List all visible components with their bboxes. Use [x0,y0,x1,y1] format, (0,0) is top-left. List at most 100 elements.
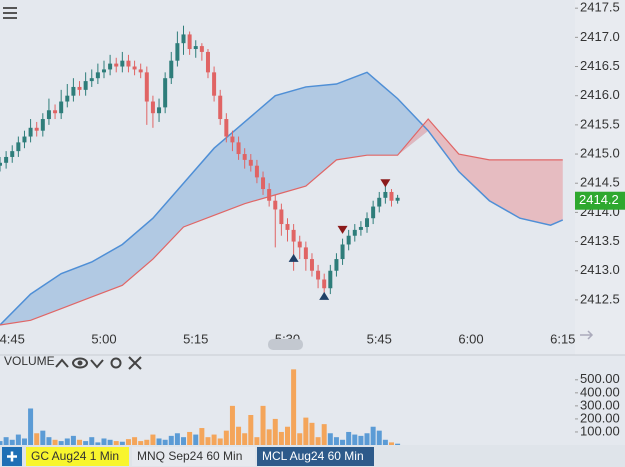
volume-bar [101,438,107,445]
volume-bar [315,437,321,445]
volume-bar [395,443,401,445]
volume-bar [370,426,376,445]
candle-body [303,247,308,260]
volume-bar [193,434,199,445]
menu-icon[interactable] [3,7,17,19]
x-tick-label: 5:15 [183,331,208,346]
candle-body [181,34,186,44]
tab[interactable] [26,447,129,466]
tab-label[interactable]: MNQ Sep24 60 Min [137,449,242,463]
volume-bar [352,434,358,445]
candle-body [218,95,223,120]
volume-bar [297,433,303,445]
volume-bar [340,439,346,445]
candle-body [377,197,382,207]
volume-bar [236,426,242,445]
volume-bar [58,441,64,445]
candle-body [46,110,51,120]
volume-bar [346,431,352,445]
volume-bar [113,441,119,445]
volume-tick-label: 500.00 [580,371,620,386]
volume-bar [181,437,187,445]
volume-bar [107,439,113,445]
volume-bar [52,439,58,445]
candle-body [187,34,192,50]
candle-body [267,189,272,201]
candle-body [114,63,119,67]
candle-body [108,63,113,70]
tab[interactable] [132,447,255,466]
volume-bar [162,439,168,445]
candle-body [10,151,15,157]
candle-body [163,78,168,108]
x-tick-label: 5:45 [367,331,392,346]
y-tick-label: 2415.5 [580,116,620,131]
volume-bar [358,435,364,445]
candle-body [89,78,94,82]
y-tick-label: 2413.0 [580,262,620,277]
volume-bar [40,430,46,445]
volume-bar [89,437,95,445]
plot-layer [0,25,401,445]
volume-bar [9,439,15,445]
candle-body [95,72,100,79]
tab-label[interactable]: GC Aug24 1 Min [31,449,119,463]
candle-body [346,235,351,245]
volume-bar [327,433,333,445]
y-tick-label: 2414.5 [580,175,620,190]
candle-body [193,46,198,50]
price-axis [575,0,625,355]
candle-body [352,229,357,236]
candle-body [144,72,149,102]
volume-bar [260,405,266,445]
volume-bar [83,441,89,445]
volume-controls[interactable] [55,356,142,370]
scroll-right-arrow[interactable] [580,330,594,340]
candle-body [297,241,302,248]
volume-bar [223,430,229,445]
span-b-line [0,118,563,326]
volume-bar [376,430,382,445]
volume-bar [248,415,254,445]
candle-body [120,60,125,67]
candle-body [132,66,137,70]
signal-marker [319,291,330,300]
candle-body [371,206,376,219]
candle-body [16,142,21,152]
volume-bar [70,435,76,445]
candle-body [150,101,155,114]
y-tick-label: 2417.0 [580,29,620,44]
candle-body [334,259,339,271]
candle-body [358,226,363,230]
candle-body [316,270,321,280]
tab[interactable] [257,447,374,466]
volume-bar [46,437,52,445]
candle-body [157,107,162,114]
volume-bar [278,431,284,445]
candle-body [365,218,370,227]
candle-body [248,159,253,166]
y-tick-label: 2413.5 [580,233,620,248]
candle-body [236,142,241,155]
signal-marker [380,179,391,188]
volume-bar [333,437,339,445]
span-a-line [0,71,564,326]
tab-label[interactable]: MCL Aug24 60 Min [262,449,364,463]
volume-tick-label: 300.00 [580,397,620,412]
candle-body [34,127,39,131]
scroll-handle[interactable] [268,339,303,350]
y-tick-label: 2415.0 [580,145,620,160]
volume-bar [77,439,83,445]
candle-body [395,197,400,201]
candle-body [212,72,217,96]
x-tick-label: 5:00 [91,331,116,346]
candle-body [53,110,58,114]
signal-marker [288,253,299,262]
volume-bar [168,435,174,445]
volume-bar [242,433,248,445]
volume-bar [211,434,217,445]
volume-bar [285,426,290,445]
candle-body [224,119,229,137]
candle-body [230,136,235,143]
